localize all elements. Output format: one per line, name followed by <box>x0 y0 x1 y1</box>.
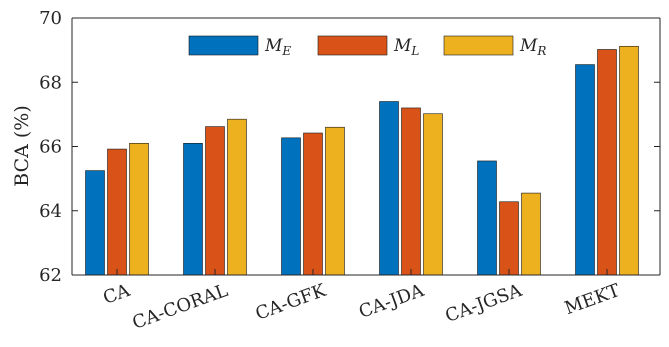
y-axis: 62 64 66 68 70 <box>39 8 660 286</box>
legend-swatch <box>188 35 259 56</box>
bar-mekt-mr <box>619 45 639 276</box>
legend-swatch <box>317 35 388 56</box>
bar-ca-jda-mr <box>423 113 443 276</box>
legend-swatch <box>443 35 514 56</box>
y-axis-label: BCA (%) <box>11 105 33 187</box>
bar-mekt-ml <box>597 49 617 276</box>
bar-ca-gfk-mr <box>325 126 345 276</box>
x-tick-label: MEKT <box>562 280 623 319</box>
legend-label: ME <box>264 36 291 58</box>
x-tick-label: CA-JDA <box>356 280 428 323</box>
legend-label: ML <box>393 36 419 58</box>
bar-ca-jda-ml <box>401 107 421 276</box>
y-tick-label: 68 <box>39 72 62 93</box>
x-tick-label: CA-GFK <box>253 280 329 325</box>
bar-ca-coral-ml <box>205 126 225 276</box>
plot-area <box>72 17 661 276</box>
bar-ca-gfk-ml <box>303 132 323 276</box>
x-tick-label: CA-CORAL <box>130 280 231 334</box>
x-tick-label: CA <box>100 280 133 309</box>
bar-ca-jda-me <box>379 101 399 276</box>
bar-ca-jgsa-ml <box>499 201 519 276</box>
bar-ca-ml <box>107 148 127 276</box>
legend-entry-mr: MR <box>443 35 546 58</box>
bar-ca-me <box>85 170 105 276</box>
y-tick-label: 64 <box>39 201 62 222</box>
bar-ca-mr <box>129 142 149 276</box>
y-tick-label: 62 <box>39 265 62 286</box>
x-tick-label: CA-JGSA <box>443 280 526 327</box>
legend: ME ML MR <box>188 35 546 58</box>
bar-mekt-me <box>575 64 595 276</box>
bar-ca-jgsa-mr <box>521 192 541 276</box>
legend-label: MR <box>519 36 546 58</box>
legend-entry-me: ME <box>188 35 291 58</box>
bar-ca-coral-me <box>183 142 203 276</box>
legend-entry-ml: ML <box>317 35 419 58</box>
bar-ca-coral-mr <box>227 118 247 276</box>
bar-ca-jgsa-me <box>477 160 497 276</box>
y-tick-label: 70 <box>39 8 62 29</box>
y-tick-label: 66 <box>39 137 62 158</box>
bar-ca-gfk-me <box>281 137 301 276</box>
